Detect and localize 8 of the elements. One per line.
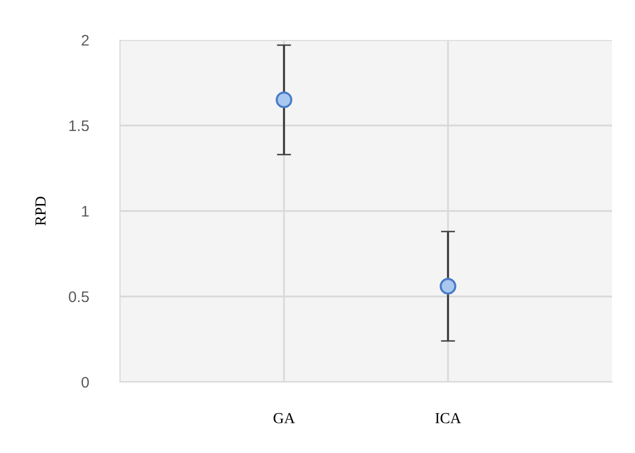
y-tick-label: 1.5 [69, 120, 89, 132]
x-tick-label: ICA [435, 413, 462, 424]
y-tick-label: 1 [82, 206, 89, 217]
y-tick-label: 0 [82, 376, 89, 388]
y-tick-label: 0.5 [68, 291, 89, 302]
x-tick-label: GA [274, 413, 295, 424]
y-tick-label: 2 [82, 34, 89, 46]
y-axis-title: RPD [36, 196, 46, 226]
